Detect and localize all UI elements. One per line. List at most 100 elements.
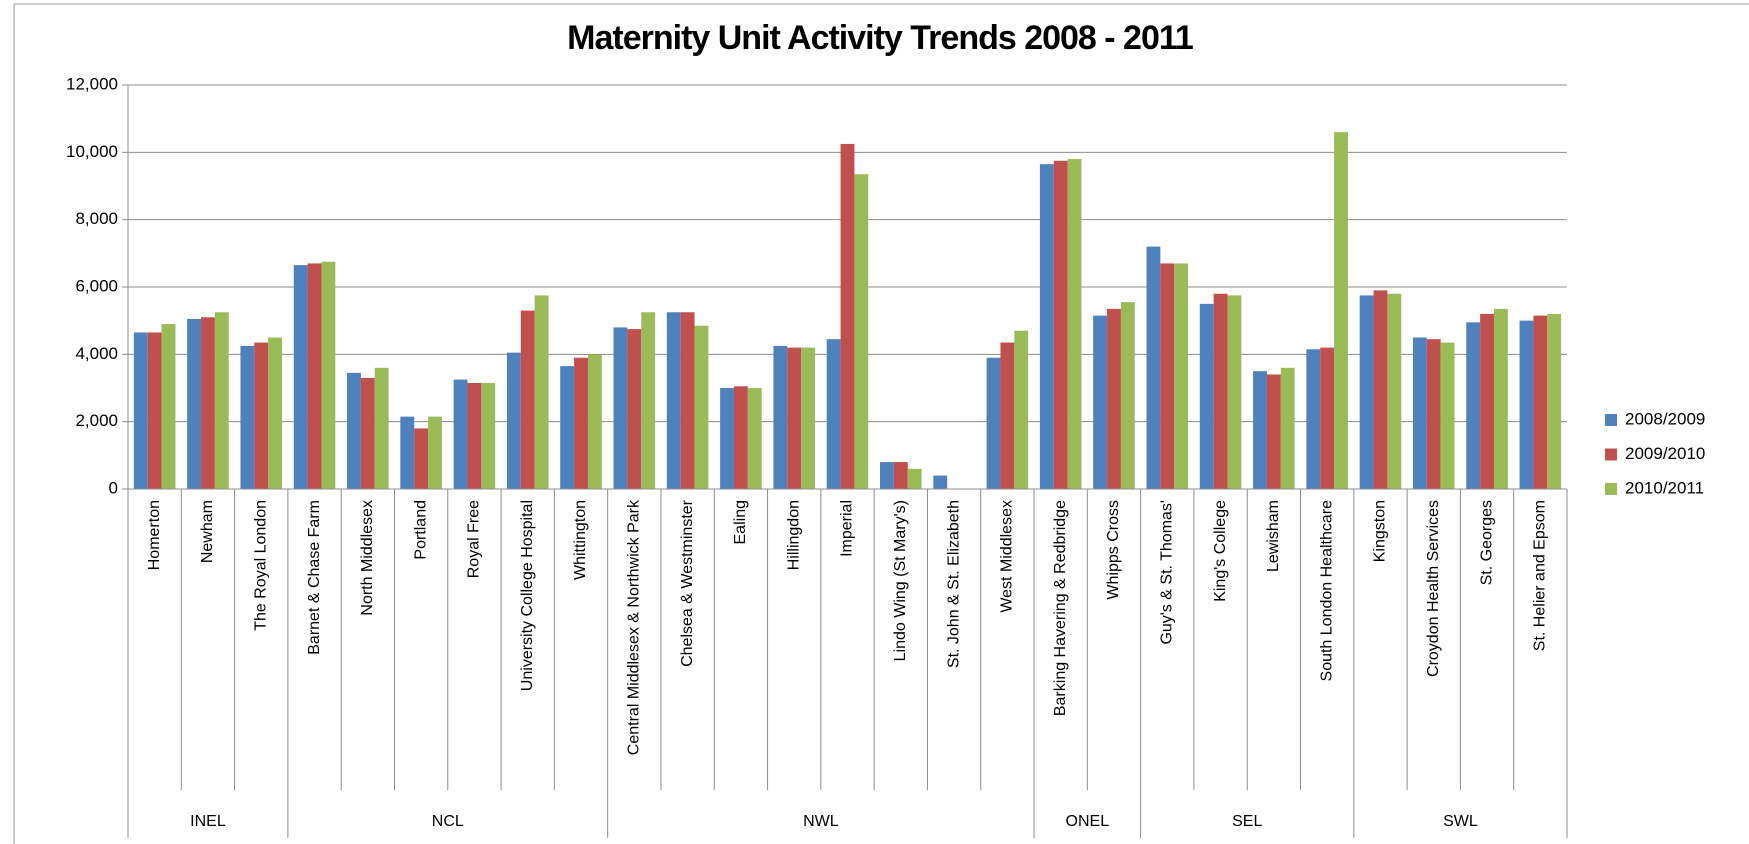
- bar: [1359, 295, 1374, 489]
- bar: [1039, 164, 1054, 489]
- bar: [587, 354, 602, 489]
- bar: [1160, 263, 1175, 489]
- bar: [201, 317, 215, 489]
- y-tick-label: 4,000: [75, 344, 118, 363]
- bar: [414, 428, 429, 489]
- legend-swatch: [1605, 483, 1617, 495]
- bar: [747, 388, 762, 489]
- bar: [1493, 308, 1508, 489]
- bar: [1146, 246, 1161, 489]
- bar: [534, 295, 549, 489]
- x-tick-label: Barnet & Chase Farm: [306, 500, 323, 655]
- bar: [560, 366, 575, 489]
- bar: [1053, 160, 1068, 489]
- x-tick-label: South London Healthcare: [1318, 500, 1335, 682]
- x-tick-label: St. Georges: [1478, 500, 1495, 585]
- bar: [1253, 371, 1267, 489]
- bar: [933, 475, 948, 489]
- bar: [400, 416, 415, 489]
- legend-swatch: [1605, 414, 1617, 426]
- group-label: NWL: [803, 813, 839, 830]
- bar: [347, 372, 361, 489]
- bar: [520, 310, 535, 489]
- y-tick-label: 12,000: [66, 74, 118, 93]
- bar: [374, 367, 389, 489]
- bar: [214, 312, 229, 489]
- bar: [1426, 339, 1441, 489]
- bar: [147, 332, 162, 489]
- bar: [1412, 337, 1427, 489]
- bar: [254, 342, 269, 489]
- bar: [360, 377, 375, 489]
- bar: [428, 416, 442, 489]
- bar: [481, 382, 496, 489]
- bar: [1067, 159, 1082, 490]
- bar: [1373, 290, 1388, 489]
- bar: [733, 386, 748, 489]
- bar: [1533, 315, 1548, 489]
- bar: [321, 261, 336, 489]
- bar: [1120, 302, 1135, 489]
- bar: [893, 462, 908, 489]
- bar: [826, 339, 841, 489]
- bar: [986, 357, 1001, 489]
- bar: [1306, 349, 1321, 489]
- bar: [1440, 342, 1455, 489]
- bar: [293, 265, 308, 489]
- bar: [1387, 293, 1402, 489]
- bar: [307, 263, 322, 489]
- x-tick-label: Croydon Health Services: [1425, 500, 1442, 677]
- bar: [1480, 313, 1494, 489]
- bar: [1107, 308, 1121, 489]
- x-tick-label: St. Helier and Epsom: [1532, 500, 1549, 651]
- x-tick-label: Newham: [199, 500, 216, 563]
- bar: [268, 337, 283, 489]
- chart-border: [13, 3, 1749, 844]
- x-tick-label: King's College: [1212, 500, 1229, 602]
- bar: [666, 312, 681, 489]
- x-tick-label: North Middlesex: [359, 500, 376, 616]
- bar: [1093, 315, 1108, 489]
- bar: [574, 357, 588, 489]
- bar: [1000, 342, 1015, 489]
- y-tick-label: 0: [109, 478, 118, 497]
- bar: [506, 352, 521, 489]
- x-tick-label: Lindo Wing (St Mary's): [892, 500, 909, 661]
- legend-label: 2009/2010: [1625, 444, 1705, 463]
- bar: [1227, 295, 1242, 489]
- bar: [1266, 374, 1281, 489]
- group-label: ONEL: [1066, 813, 1110, 830]
- bar: [773, 345, 788, 489]
- bar: [1014, 330, 1029, 489]
- bar: [133, 332, 148, 489]
- x-tick-label: The Royal London: [252, 500, 269, 631]
- bar: [467, 382, 482, 489]
- y-tick-label: 8,000: [75, 209, 118, 228]
- bar: [1174, 263, 1189, 489]
- bar: [720, 388, 734, 489]
- x-tick-label: Hillingdon: [785, 500, 802, 570]
- bar: [1519, 320, 1534, 489]
- x-tick-label: Chelsea & Westminster: [679, 499, 696, 667]
- bar: [641, 312, 656, 489]
- group-label: SEL: [1232, 813, 1262, 830]
- x-tick-label: Whipps Cross: [1105, 500, 1122, 600]
- bar: [161, 324, 176, 489]
- bar: [1213, 293, 1228, 489]
- bar: [1466, 322, 1481, 489]
- x-tick-label: Homerton: [146, 500, 163, 570]
- bar: [613, 327, 628, 489]
- x-tick-label: Royal Free: [466, 500, 483, 578]
- x-tick-label: West Middlesex: [999, 500, 1016, 613]
- bar: [1547, 313, 1562, 489]
- bar: [787, 347, 802, 489]
- bar: [840, 143, 855, 489]
- bar: [680, 312, 695, 489]
- x-tick-label: Ealing: [732, 500, 749, 544]
- x-tick-label: Lewisham: [1265, 500, 1282, 572]
- y-tick-label: 2,000: [75, 411, 118, 430]
- legend-label: 2010/2011: [1625, 478, 1704, 497]
- bar: [240, 345, 255, 489]
- group-label: SWL: [1443, 813, 1478, 830]
